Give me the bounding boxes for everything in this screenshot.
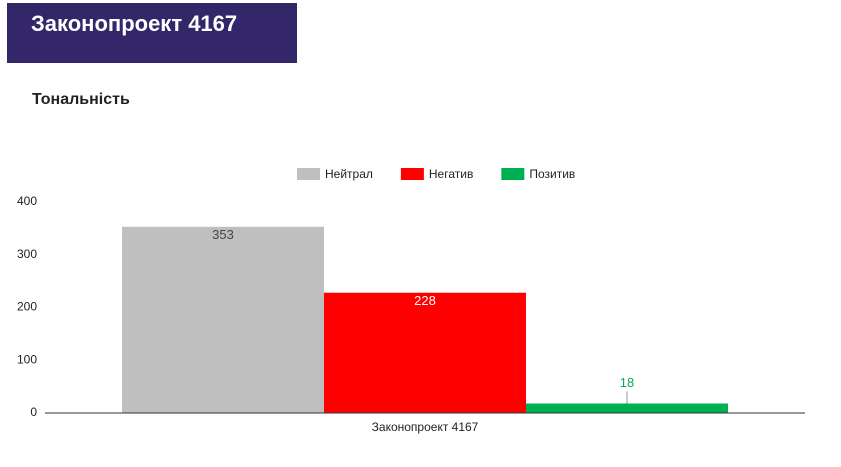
y-tick-label: 200 [17,300,37,314]
y-tick-label: 400 [17,194,37,208]
legend-swatch [400,168,424,180]
chart-title: Тональність [32,91,130,108]
bar [122,226,324,413]
data-label: 18 [620,375,634,390]
y-tick-label: 300 [17,247,37,261]
bar [324,292,526,413]
legend-swatch [501,168,525,180]
x-tick-label: Законопроект 4167 [372,420,479,434]
y-tick-label: 0 [30,405,37,419]
y-tick-label: 100 [17,352,37,366]
legend-swatch [297,168,320,180]
legend-label: Нейтрал [325,167,373,181]
legend-label: Негатив [429,167,473,181]
legend-label: Позитив [529,167,575,181]
bar [526,403,728,413]
header-title: Законопроект 4167 [31,11,238,36]
header: Законопроект 4167 [7,3,297,63]
data-label: 353 [212,227,234,242]
data-label: 228 [414,293,436,308]
